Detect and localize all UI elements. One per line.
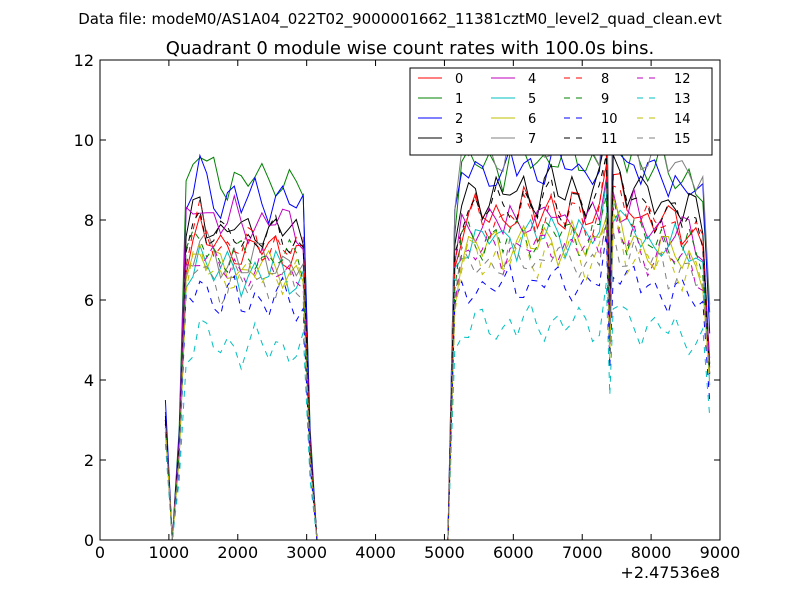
y-tick-label: 4	[84, 371, 94, 390]
x-tick-label: 5000	[424, 543, 465, 562]
x-tick-label: 1000	[149, 543, 190, 562]
plot-area: 0 1000 2000 3000 4000 5000 6000 7000 8000 9000 0 2 4…	[74, 51, 741, 582]
series-line-13	[164, 282, 711, 541]
x-tick-label: 6000	[493, 543, 534, 562]
x-tick-label: 8000	[631, 543, 672, 562]
series-line-6	[164, 197, 711, 541]
series-line-7	[164, 91, 711, 541]
series-line-5	[164, 182, 711, 541]
legend-label-4: 4	[528, 72, 536, 87]
legend-label-5: 5	[528, 92, 536, 107]
series-line-8	[164, 152, 711, 541]
x-tick-label: 9000	[700, 543, 741, 562]
legend-label-8: 8	[601, 72, 609, 87]
y-tick-label: 8	[84, 211, 94, 230]
legend-label-13: 13	[674, 92, 691, 107]
legend-label-12: 12	[674, 72, 691, 87]
legend-label-2: 2	[455, 112, 463, 127]
x-tick-label: 2000	[217, 543, 258, 562]
series-line-14	[164, 212, 711, 541]
series-line-1	[164, 102, 711, 541]
x-tick-label: 3000	[286, 543, 327, 562]
legend-box	[409, 67, 713, 156]
chart-suptitle: Data file: modeM0/AS1A04_022T02_90000016…	[78, 10, 722, 29]
x-offset-label: +2.47536e8	[620, 563, 720, 582]
legend-label-15: 15	[674, 132, 691, 147]
series-line-11	[164, 155, 711, 541]
legend-label-1: 1	[455, 92, 463, 107]
legend-label-3: 3	[455, 132, 463, 147]
legend-label-10: 10	[601, 112, 618, 127]
legend-label-14: 14	[674, 112, 691, 127]
y-tick-label: 2	[84, 451, 94, 470]
legend-label-6: 6	[528, 112, 536, 127]
series-line-0	[164, 164, 711, 541]
y-tick-label: 0	[84, 531, 94, 550]
legend-label-9: 9	[601, 92, 609, 107]
chart-title: Quadrant 0 module wise count rates with …	[166, 38, 655, 59]
x-tick-label: 4000	[355, 543, 396, 562]
y-tick-label: 10	[74, 131, 94, 150]
legend-label-0: 0	[455, 72, 463, 87]
x-tick-label: 0	[95, 543, 105, 562]
legend-label-11: 11	[601, 132, 618, 147]
series-line-15	[164, 215, 711, 541]
x-tick-label: 7000	[562, 543, 603, 562]
y-tick-label: 6	[84, 291, 94, 310]
series-line-2	[164, 92, 711, 541]
series-line-4	[164, 178, 711, 541]
series-line-3	[164, 136, 711, 541]
series-line-9	[164, 194, 711, 541]
series-line-10	[164, 233, 711, 541]
legend-label-7: 7	[528, 132, 536, 147]
y-tick-label: 12	[74, 51, 94, 70]
series-line-12	[164, 207, 711, 541]
